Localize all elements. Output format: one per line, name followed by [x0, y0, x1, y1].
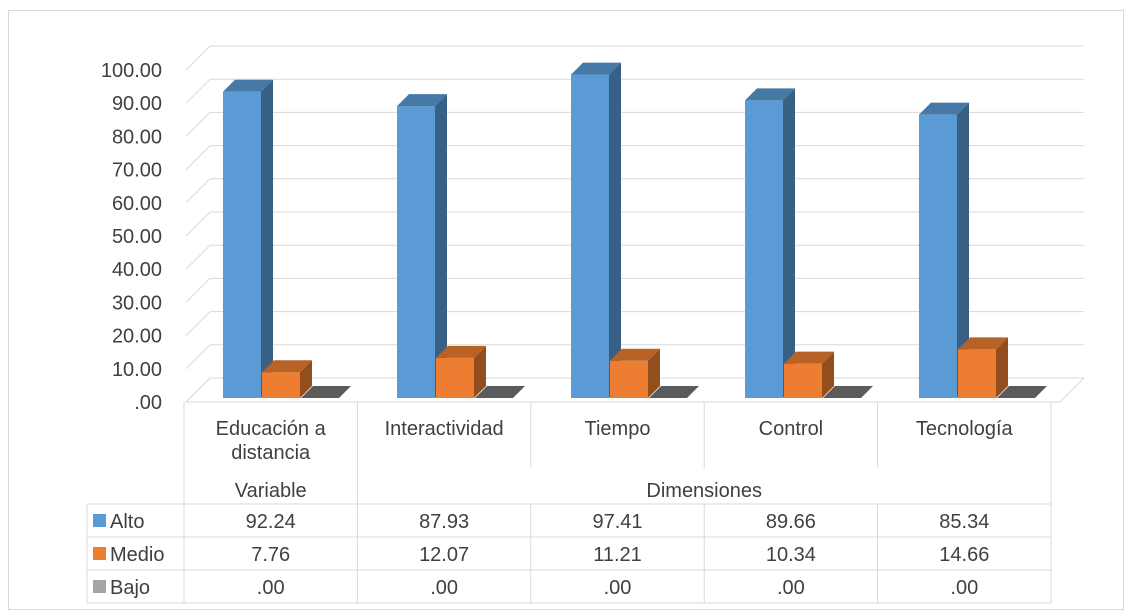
data-label: 12.07: [419, 544, 469, 566]
legend-label: Medio: [110, 544, 164, 566]
group-label: Dimensiones: [646, 480, 762, 502]
y-tick-label: 80.00: [112, 126, 162, 148]
category-label: Educación a: [216, 418, 327, 440]
bar-side-medio: [996, 337, 1008, 398]
bar-top-alto: [919, 102, 969, 115]
chart-frame: .00 10.00 20.00 30.00 40.00 50.00 60.00 70.00 80…: [8, 10, 1124, 610]
bar-front-alto: [919, 114, 957, 398]
y-tick-label: 70.00: [112, 160, 162, 182]
plot-floor: [184, 377, 1086, 403]
category-label: Tiempo: [585, 418, 651, 440]
data-label: 89.66: [766, 511, 816, 533]
legend-label: Alto: [110, 511, 144, 533]
bar-top-medio: [958, 337, 1008, 350]
bar-top-bajo: [649, 386, 699, 398]
y-tick-label: 60.00: [112, 193, 162, 215]
data-label: 11.21: [593, 544, 642, 566]
bar-front-medio: [610, 360, 648, 398]
data-label: .00: [777, 577, 805, 599]
bar-side-medio: [822, 351, 834, 398]
data-label: 87.93: [419, 511, 469, 533]
gridline-side: [185, 178, 211, 204]
y-tick-label: 50.00: [112, 226, 162, 248]
y-tick-label: 100.00: [101, 60, 162, 82]
bar-front-medio: [958, 349, 996, 398]
y-tick-label: .00: [134, 392, 162, 414]
data-label: 92.24: [246, 511, 296, 533]
data-label: 14.66: [939, 544, 989, 566]
bar-front-alto: [571, 74, 609, 398]
category-label: Tecnología: [916, 418, 1014, 440]
bar-side-alto: [261, 79, 273, 399]
gridline-side: [185, 311, 211, 336]
bar-top-alto: [223, 79, 273, 92]
bar-front-alto: [397, 106, 435, 399]
bar-front-medio: [436, 357, 474, 398]
gridline-side: [185, 112, 211, 137]
bar-top-medio: [610, 348, 660, 361]
data-label: 97.41: [592, 511, 642, 533]
bar-top-bajo: [301, 386, 351, 398]
bar-top-alto: [571, 62, 621, 75]
bar-front-alto: [223, 91, 261, 399]
bar-top-bajo: [475, 386, 525, 398]
y-tick-label: 40.00: [112, 259, 162, 281]
category-label: Interactividad: [385, 418, 504, 440]
data-label: .00: [604, 577, 632, 599]
chart-svg: .00 10.00 20.00 30.00 40.00 50.00 60.00 70.00 80…: [86, 45, 1086, 604]
legend-key-bajo: [93, 580, 106, 593]
bar-side-medio: [648, 348, 660, 398]
bar-top-medio: [436, 345, 486, 358]
bar-top-medio: [262, 360, 312, 373]
data-label: 85.34: [939, 511, 989, 533]
bar-top-alto: [745, 88, 795, 101]
y-tick-label: 20.00: [112, 326, 162, 348]
y-tick-label: 90.00: [112, 93, 162, 115]
y-tick-label: 30.00: [112, 292, 162, 314]
legend-key-medio: [93, 547, 106, 560]
bar-side-medio: [300, 360, 312, 398]
bar-top-bajo: [823, 386, 873, 398]
group-label: Variable: [235, 480, 307, 502]
data-label: 7.76: [251, 544, 290, 566]
category-label: distancia: [231, 442, 311, 464]
bar-front-medio: [262, 372, 300, 398]
bar-side-alto: [957, 102, 969, 398]
bar-side-alto: [783, 88, 795, 398]
gridline-side: [185, 344, 211, 370]
gridline-side: [185, 145, 211, 170]
bar-side-medio: [474, 345, 486, 398]
y-tick-label: 10.00: [112, 359, 162, 381]
gridline-side: [185, 78, 211, 104]
legend-label: Bajo: [110, 577, 150, 599]
bar-top-alto: [397, 94, 447, 107]
bar-side-alto: [435, 94, 447, 399]
data-label: .00: [257, 577, 285, 599]
bar-top-medio: [784, 351, 834, 364]
legend-key-alto: [93, 514, 106, 527]
gridline-side: [185, 244, 211, 270]
bar-front-medio: [784, 363, 822, 398]
data-label: .00: [430, 577, 458, 599]
data-label: 10.34: [766, 544, 816, 566]
gridline-side: [185, 278, 211, 303]
bar-front-alto: [745, 100, 783, 398]
category-label: Control: [759, 418, 823, 440]
bar-side-alto: [609, 62, 621, 398]
gridline-side: [185, 45, 211, 71]
data-label: .00: [950, 577, 978, 599]
bar-top-bajo: [997, 386, 1047, 398]
gridline-side: [185, 211, 211, 237]
